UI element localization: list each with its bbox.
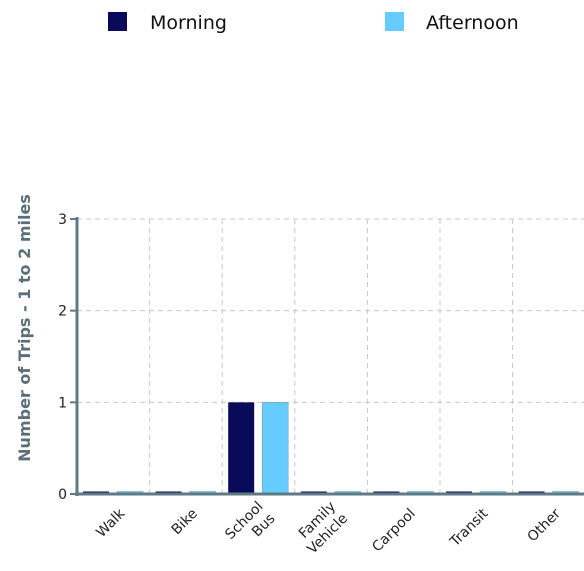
grid-lines — [77, 218, 584, 494]
x-tick-label-school-bus: SchoolBus — [222, 499, 278, 555]
x-tick-labels: Walk Bike SchoolBus FamilyVehicle Carpool Tra… — [93, 499, 564, 558]
bars — [83, 402, 579, 495]
y-tick-label-1: 1 — [58, 395, 67, 411]
y-tick-label-3: 3 — [58, 212, 67, 228]
y-tick-label-2: 2 — [58, 304, 67, 320]
legend-label-morning: Morning — [150, 12, 227, 34]
y-tick-labels: 0 1 2 3 — [58, 212, 77, 503]
y-axis-title: Number of Trips - 1 to 2 miles — [15, 194, 34, 462]
x-tick-label-transit: Transit — [447, 505, 492, 550]
x-tick-label-carpool: Carpool — [369, 506, 419, 556]
x-tick-label-other: Other — [525, 506, 565, 546]
x-tick-label-bike: Bike — [169, 506, 201, 538]
x-tick-label-walk: Walk — [93, 505, 129, 541]
y-tick-label-0: 0 — [58, 487, 67, 503]
axes — [75, 217, 584, 496]
legend: Morning Afternoon — [108, 12, 519, 34]
x-tick-label-family-vehicle: FamilyVehicle — [292, 499, 351, 558]
bar-morning-school-bus — [228, 402, 255, 494]
legend-swatch-afternoon — [385, 12, 404, 31]
legend-swatch-morning — [108, 12, 127, 31]
bar-afternoon-school-bus — [261, 402, 289, 495]
legend-label-afternoon: Afternoon — [426, 12, 519, 34]
